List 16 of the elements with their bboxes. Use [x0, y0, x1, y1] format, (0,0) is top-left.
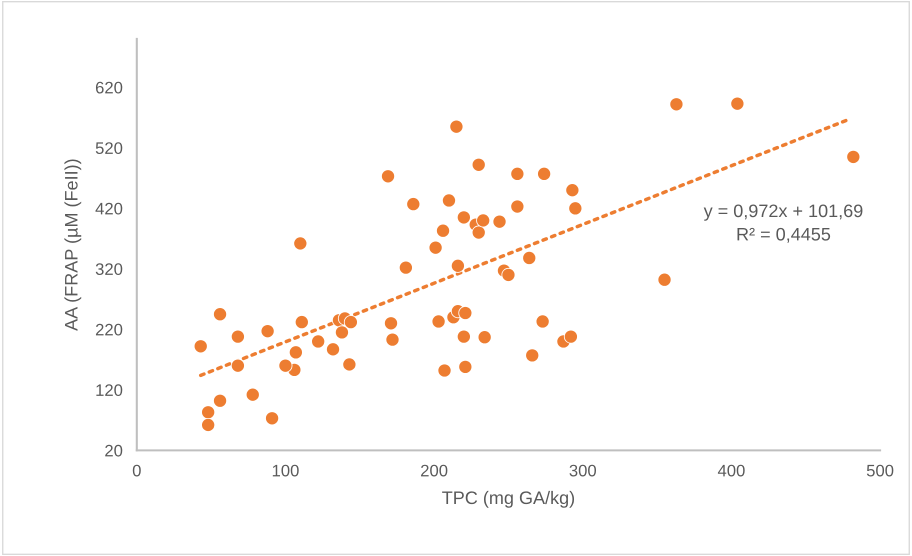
x-tick-label: 100 — [272, 464, 299, 476]
annotation: y = 0,972x + 101,69 R² = 0,4455 — [704, 204, 862, 243]
y-tick-label: 220 — [96, 324, 122, 336]
x-axis-title: TPC (mg GA/kg) — [442, 490, 574, 508]
y-tick-label: 20 — [105, 444, 122, 457]
y-axis-title: AA (FRAP (µM (FeII)) — [64, 159, 82, 331]
x-tick-label: 400 — [718, 464, 745, 476]
y-tick-label: 320 — [96, 263, 122, 276]
y-tick-label: 420 — [95, 202, 122, 215]
x-tick-label: 500 — [866, 464, 894, 476]
y-tick-label: 520 — [96, 142, 122, 154]
x-tick-label: 0 — [132, 464, 141, 476]
x-tick-label: 200 — [421, 464, 448, 476]
x-tick-label: 300 — [570, 464, 596, 476]
y-tick-label: 620 — [96, 82, 122, 94]
y-tick-label: 120 — [96, 384, 122, 396]
